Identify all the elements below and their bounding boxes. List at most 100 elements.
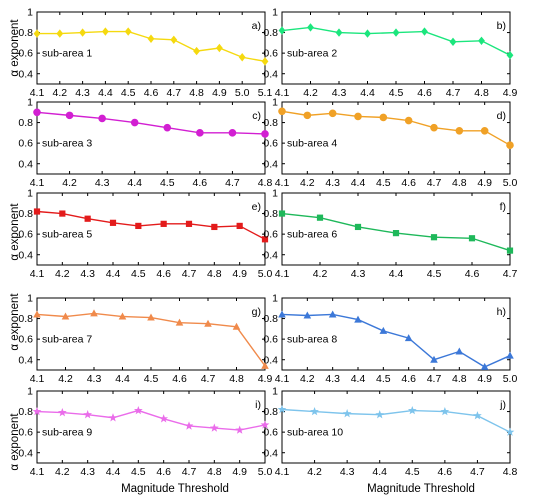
panel-3-series-line [36, 111, 266, 135]
panel-2-point-8 [506, 51, 514, 60]
panel-6-point-2 [354, 223, 362, 231]
panel-4-point-2 [328, 109, 337, 118]
panel-7-xtick-label: 4.7 [201, 373, 216, 385]
panel-5-xtick-label: 4.9 [232, 268, 247, 280]
panel-6-point-1 [316, 214, 324, 221]
panel-8-letter: h) [497, 306, 506, 318]
panel-3-xtick-label: 4.4 [127, 177, 142, 189]
panel-4-xtick-label: 4.7 [427, 177, 442, 189]
panel-5-point-2 [84, 215, 91, 222]
panel-9-xtick-label: 5.0 [258, 466, 273, 478]
panel-9-point-6 [184, 421, 194, 430]
panel-7-xtick-label: 4.4 [115, 373, 130, 385]
panel-1-letter: a) [252, 20, 261, 32]
panel-5-xtick-label: 4.8 [207, 268, 222, 280]
panel-10-xtick-label: 4.7 [470, 466, 485, 478]
panel-9-point-4 [133, 405, 143, 415]
panel-2-xtick-label: 4.9 [503, 87, 518, 99]
panel-3-point-5 [196, 129, 204, 137]
panel-1-point-6 [170, 35, 178, 44]
panel-9-xtick-label: 4.7 [182, 466, 197, 478]
panel-5-ytick-label: 0.4 [18, 249, 33, 261]
panels-group: 0.4 0.6 0.8 1 4.1 4.2 4.3 4.4 4.5 4.6 4.7 4.8 4.9 5.0… [18, 7, 517, 478]
panel-7-point-6 [204, 319, 212, 327]
panel-8: 0.4 0.6 0.8 1 4.1 4.2 4.3 4.4 4.5 4.6 4.7 4.8 4.9 5.0… [263, 293, 517, 385]
panel-5-point-8 [236, 222, 243, 230]
panel-3-xtick-label: 4.3 [95, 177, 110, 189]
panel-7-point-1 [61, 312, 70, 320]
panel-4-point-1 [303, 111, 312, 120]
panel-10-xtick-label: 4.2 [307, 466, 322, 478]
panel-4-xtick-label: 4.4 [351, 177, 366, 189]
panel-5-xtick-label: 4.1 [30, 268, 45, 280]
panel-1-xtick-label: 5.0 [235, 87, 250, 99]
panel-5-series-line [36, 210, 266, 240]
panel-9-frame [36, 390, 266, 464]
panel-3-ytick-label: 0.6 [18, 138, 33, 150]
y-axis-title-col1-row4: α exponent [9, 293, 21, 351]
panel-7-point-4 [147, 313, 155, 321]
panel-1-xtick-label: 4.6 [144, 87, 159, 99]
panel-3-ytick-label: 0.8 [18, 117, 33, 129]
panel-1-point-5 [147, 34, 155, 43]
panel-10-xtick-label: 4.8 [503, 466, 518, 478]
panel-7-xtick-label: 4.6 [172, 373, 187, 385]
panel-10-point-3 [375, 410, 385, 419]
panel-9-xtick-label: 4.9 [232, 466, 247, 478]
panel-1-ytick-label: 0.6 [18, 48, 33, 60]
panel-1: 0.4 0.6 0.8 1 4.1 4.2 4.3 4.4 4.5 4.6 4.7 4.8 4.9 5.0… [18, 7, 272, 99]
panel-8-series-line [281, 313, 511, 368]
panel-7-subarea-label: sub-area 7 [42, 334, 92, 346]
panel-8-point-4 [379, 326, 388, 334]
panel-1-xtick-label: 4.7 [166, 87, 181, 99]
panel-8-point-0 [278, 310, 286, 318]
panel-3-ytick-label: 0.4 [18, 158, 33, 170]
panel-10-xtick-label: 4.6 [438, 466, 453, 478]
panel-10: 0.4 0.6 0.8 1 4.1 4.2 4.3 4.4 4.5 4.6 4.7 4.8 sub-ar… [263, 386, 517, 478]
panel-5-point-3 [109, 219, 117, 226]
panel-5-ytick-label: 1 [27, 188, 33, 200]
panel-1-point-10 [261, 57, 269, 66]
panel-7-xtick-label: 4.3 [87, 373, 102, 385]
panel-2-ytick-label: 0.4 [263, 68, 278, 80]
panel-6-point-6 [506, 247, 514, 254]
panel-2-point-6 [449, 37, 457, 47]
panel-9-point-7 [209, 423, 219, 432]
panel-6-letter: f) [500, 201, 506, 213]
panel-10-letter: j) [499, 399, 506, 411]
panel-8-xtick-label: 4.9 [477, 373, 492, 385]
panel-9-xtick-label: 4.3 [80, 466, 95, 478]
y-axis-title-col1-row1: α exponent [9, 19, 21, 77]
panel-8-xtick-label: 4.4 [351, 373, 366, 385]
panel-1-ytick-label: 0.4 [18, 68, 33, 80]
panel-1-point-1 [56, 29, 64, 38]
panel-2-xtick-label: 4.2 [303, 87, 318, 99]
panel-1-point-4 [124, 27, 132, 36]
panel-8-point-9 [506, 351, 514, 359]
panel-7: 0.4 0.6 0.8 1 4.1 4.2 4.3 4.4 4.5 4.6 4.7 4.8 4.9 sub… [18, 293, 272, 385]
panel-10-ytick-label: 0.4 [263, 447, 278, 459]
panel-9-point-8 [235, 425, 245, 434]
panel-9-xtick-label: 4.2 [55, 466, 70, 478]
panel-1-xtick-label: 4.3 [75, 87, 90, 99]
panel-10-subarea-label: sub-area 10 [287, 427, 343, 439]
panel-3-subarea-label: sub-area 3 [42, 138, 92, 150]
panel-8-xtick-label: 5.0 [503, 373, 518, 385]
panel-9-series-line [36, 409, 266, 431]
panel-8-ytick-label: 0.4 [263, 354, 278, 366]
panel-10-xtick-label: 4.5 [405, 466, 420, 478]
panel-1-subarea-label: sub-area 1 [42, 48, 92, 60]
panel-4-point-6 [430, 123, 438, 132]
panel-9-ytick-label: 1 [27, 386, 33, 398]
panel-2: 0.4 0.6 0.8 1 4.1 4.2 4.3 4.4 4.5 4.6 4.7 4.8 4.9 sub… [263, 7, 517, 99]
panel-7-ytick-label: 0.4 [18, 354, 33, 366]
panel-3-xtick-label: 4.5 [160, 177, 175, 189]
x-axis-title-left: Magnitude Threshold [121, 483, 229, 495]
panel-9-point-0 [32, 406, 42, 416]
panel-5-point-1 [59, 210, 66, 217]
panel-10-point-6 [473, 411, 482, 420]
panel-8-point-1 [303, 311, 312, 319]
panel-6-xtick-label: 4.3 [351, 268, 366, 280]
panel-1-point-3 [102, 27, 109, 36]
